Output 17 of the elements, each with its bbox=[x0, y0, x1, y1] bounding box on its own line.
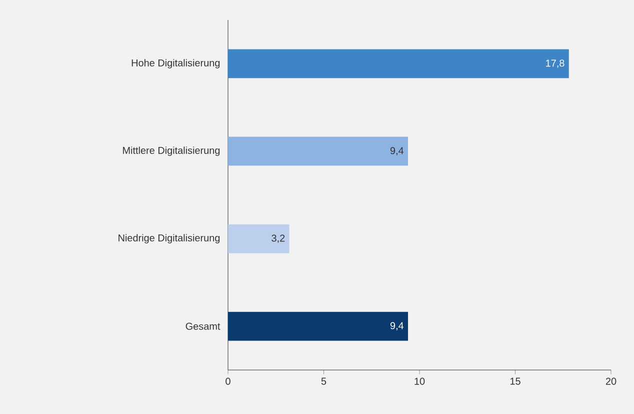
y-tick-label: Gesamt bbox=[186, 322, 220, 330]
y-tick-label: Mittlere Digitalisierung bbox=[123, 146, 220, 156]
y-tick-label: Niedrige Digitalisierung bbox=[118, 234, 220, 244]
data-label: 17,8 bbox=[546, 60, 564, 68]
x-tick-label: 5 bbox=[321, 378, 326, 385]
x-tick-label: 20 bbox=[606, 378, 616, 385]
bar bbox=[228, 49, 569, 78]
data-label: 9,4 bbox=[390, 147, 404, 156]
data-label: 3,2 bbox=[272, 234, 285, 243]
bar bbox=[228, 136, 408, 166]
bar bbox=[228, 224, 290, 254]
data-label: 9,4 bbox=[390, 322, 404, 330]
x-tick-label: 10 bbox=[414, 378, 425, 385]
y-tick-label: Hohe Digitalisierung bbox=[132, 59, 220, 68]
x-tick-label: 0 bbox=[226, 378, 230, 385]
bar bbox=[228, 312, 408, 341]
x-tick-label: 15 bbox=[510, 378, 520, 385]
